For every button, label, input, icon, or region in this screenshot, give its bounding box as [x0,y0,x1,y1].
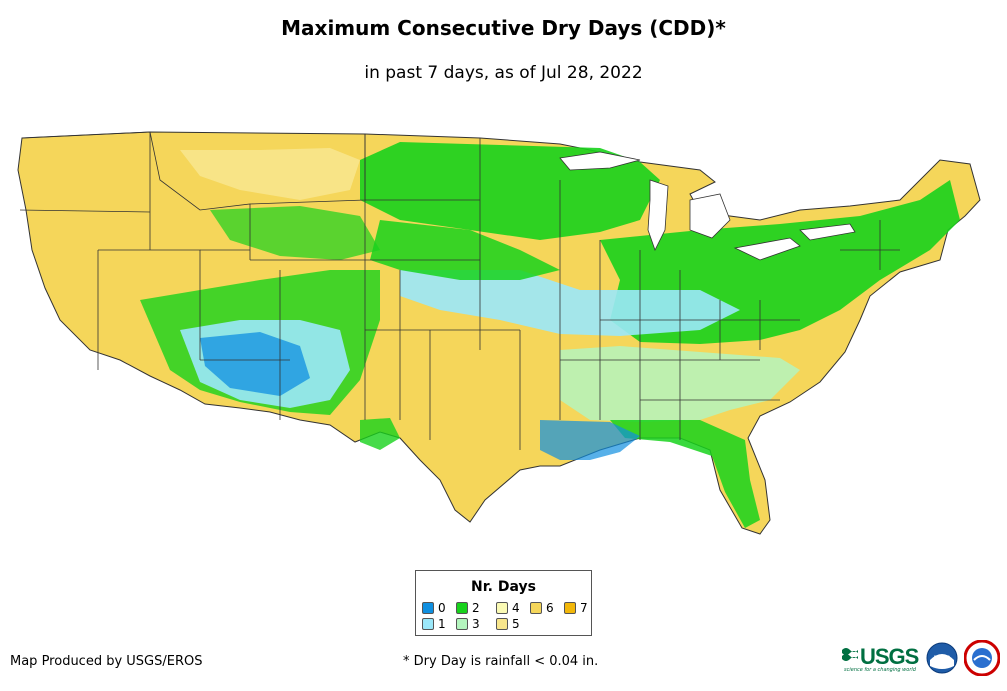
usgs-wordmark: USGS [860,644,919,669]
legend-swatch [422,602,434,614]
us-map-svg [17,131,981,535]
legend-label: 2 [472,601,480,615]
legend-title: Nr. Days [471,579,536,595]
legend-swatch [496,602,508,614]
state-boundaries [19,131,900,450]
legend-swatch [564,602,576,614]
usgs-tagline: science for a changing world [844,667,916,673]
great-lakes [559,151,856,261]
dry-day-footnote: * Dry Day is rainfall < 0.04 in. [403,654,599,669]
legend-swatch [496,618,508,630]
agency-logos: USGS science for a changing world noaa [842,640,1002,680]
legend-label: 7 [580,601,588,615]
map-credit: Map Produced by USGS/EROS [10,654,203,669]
usgs-wave-icon [842,648,858,661]
legend-items: 0 2 4 6 7 1 3 5 [422,601,592,631]
legend-label: 0 [438,601,446,615]
noaa-label: noaa [934,654,951,661]
map-subtitle: in past 7 days, as of Jul 28, 2022 [364,63,643,83]
cdd-map [0,120,1007,550]
legend-label: 5 [512,617,520,631]
legend-label: 1 [438,617,446,631]
legend-swatch [530,602,542,614]
legend-label: 4 [512,601,520,615]
legend-swatch [456,602,468,614]
legend-swatch [422,618,434,630]
map-title: Maximum Consecutive Dry Days (CDD)* [281,16,726,40]
nws-logo-icon [964,640,1000,676]
legend-swatch [456,618,468,630]
legend-label: 6 [546,601,554,615]
usgs-logo: USGS science for a changing world [842,644,919,674]
map-legend: Nr. Days 0 2 4 6 7 1 3 [415,570,592,636]
legend-label: 3 [472,617,480,631]
noaa-logo-icon: noaa [926,642,958,674]
